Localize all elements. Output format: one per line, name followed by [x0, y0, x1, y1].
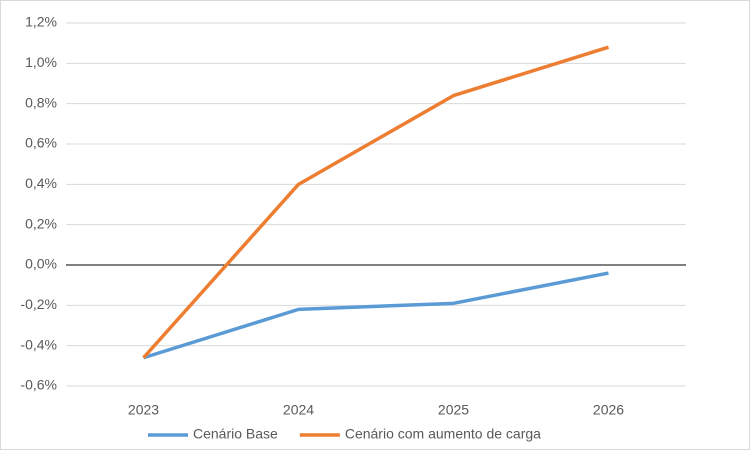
y-tick-label: -0,2%	[20, 296, 57, 312]
x-tick-label: 2025	[438, 402, 469, 418]
y-tick-label: 1,0%	[25, 54, 57, 70]
legend-label: Cenário Base	[193, 426, 278, 442]
y-tick-label: 1,2%	[25, 14, 57, 30]
y-tick-label: 0,8%	[25, 94, 57, 110]
legend-label: Cenário com aumento de carga	[345, 426, 541, 442]
x-tick-label: 2024	[283, 402, 314, 418]
y-tick-label: 0,2%	[25, 215, 57, 231]
y-tick-label: 0,6%	[25, 135, 57, 151]
series-line	[142, 45, 610, 359]
y-tick-label: -0,4%	[20, 336, 57, 352]
series-line	[142, 271, 609, 360]
x-tick-label: 2023	[128, 402, 159, 418]
x-tick-label: 2026	[593, 402, 624, 418]
y-tick-label: -0,6%	[20, 377, 57, 393]
y-tick-label: 0,4%	[25, 175, 57, 191]
y-tick-label: 0,0%	[25, 256, 57, 272]
